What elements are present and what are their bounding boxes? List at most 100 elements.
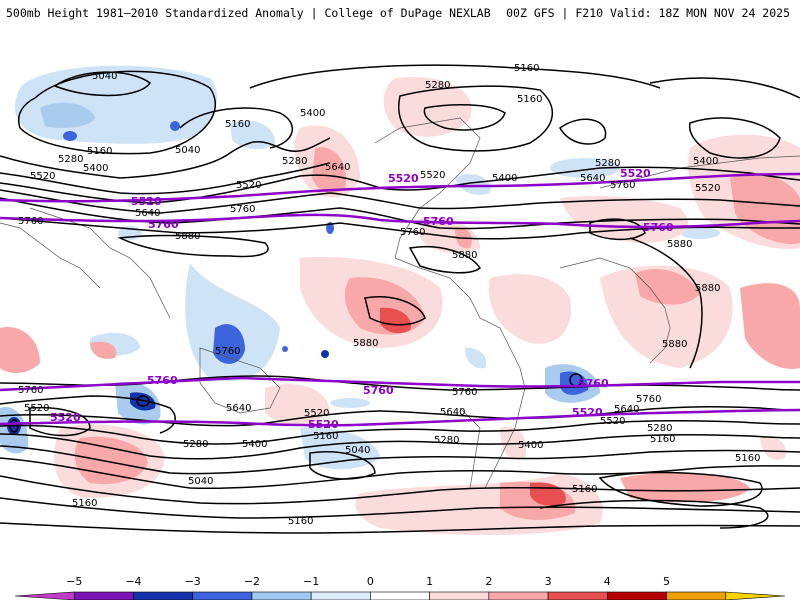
climatology-label: 5760 xyxy=(423,215,454,228)
colorbar-tick-label: 2 xyxy=(485,575,492,588)
contour-label: 5280 xyxy=(434,435,459,446)
colorbar-tick-label: 0 xyxy=(367,575,374,588)
contour-label: 5520 xyxy=(236,180,261,191)
contour-label: 5640 xyxy=(135,208,160,219)
colorbar-tick-labels: −5 −4 −3 −2 −1 0 1 2 3 4 5 xyxy=(66,575,670,588)
contour-label: 5520 xyxy=(304,408,329,419)
colorbar-segment xyxy=(488,591,549,600)
colorbar-tick-label: −2 xyxy=(244,575,260,588)
contour-label: 5400 xyxy=(492,173,517,184)
contour-label: 5760 xyxy=(452,387,477,398)
contour-label: 5520 xyxy=(420,170,445,181)
colorbar-tick-label: 5 xyxy=(663,575,670,588)
header: 500mb Height 1981–2010 Standardized Anom… xyxy=(0,0,800,28)
contour-label: 5760 xyxy=(610,180,635,191)
contour-label: 5280 xyxy=(183,439,208,450)
climatology-label: 5760 xyxy=(578,377,609,390)
height-contours xyxy=(0,64,800,534)
contour-label: 5400 xyxy=(518,440,543,451)
contour-label: 5760 xyxy=(636,394,661,405)
climatology-label: 5760 xyxy=(147,374,178,387)
contour-label: 5400 xyxy=(242,439,267,450)
contour-label: 5160 xyxy=(72,498,97,509)
map-title: 500mb Height 1981–2010 Standardized Anom… xyxy=(6,6,491,20)
contour-label: 5160 xyxy=(650,434,675,445)
contour-label: 5640 xyxy=(440,407,465,418)
contour-label: 5880 xyxy=(695,283,720,294)
contour-label: 5280 xyxy=(58,154,83,165)
colorbar-segment xyxy=(429,591,490,600)
contour-label: 5640 xyxy=(325,162,350,173)
map-panel: 5040 5040 5160 5160 5160 5160 5280 5280 … xyxy=(0,28,800,558)
contour-label: 5640 xyxy=(226,403,251,414)
contour-label: 5520 xyxy=(695,183,720,194)
colorbar-legend: −5 −4 −3 −2 −1 0 1 2 3 4 5 xyxy=(0,570,800,600)
contour-label: 5160 xyxy=(87,146,112,157)
contour-label: 5760 xyxy=(18,385,43,396)
contour-label: 5160 xyxy=(517,94,542,105)
contour-label: 5880 xyxy=(667,239,692,250)
contour-label: 5880 xyxy=(662,339,687,350)
contour-labels: 5040 5040 5160 5160 5160 5160 5280 5280 … xyxy=(18,63,760,527)
contour-label: 5880 xyxy=(353,338,378,349)
climatology-label: 5520 xyxy=(131,195,162,208)
contour-label: 5760 xyxy=(215,346,240,357)
anomaly-map: 5040 5040 5160 5160 5160 5160 5280 5280 … xyxy=(0,28,800,558)
climatology-labels: 5520 5520 5520 5760 5760 5760 5760 5760 … xyxy=(50,167,674,431)
climatology-label: 5520 xyxy=(572,406,603,419)
colorbar-tick-label: 3 xyxy=(545,575,552,588)
colorbar-tick-label: 4 xyxy=(604,575,611,588)
colorbar-tick-label: −4 xyxy=(125,575,141,588)
contour-label: 5280 xyxy=(595,158,620,169)
climatology-label: 5520 xyxy=(388,172,419,185)
contour-label: 5880 xyxy=(175,231,200,242)
contour-label: 5040 xyxy=(188,476,213,487)
colorbar-segment xyxy=(73,591,134,600)
climatology-label: 5520 xyxy=(50,411,81,424)
model-run-info: 00Z GFS | F210 Valid: 18Z MON NOV 24 202… xyxy=(506,6,790,20)
climatology-label: 5520 xyxy=(308,418,339,431)
contour-label: 5280 xyxy=(425,80,450,91)
climatology-label: 5760 xyxy=(148,218,179,231)
climatology-label: 5520 xyxy=(620,167,651,180)
contour-label: 5040 xyxy=(175,145,200,156)
climatology-contours xyxy=(0,172,800,427)
contour-label: 5160 xyxy=(313,431,338,442)
colorbar-tick-label: −3 xyxy=(185,575,201,588)
contour-label: 5280 xyxy=(647,423,672,434)
contour-label: 5160 xyxy=(288,516,313,527)
colorbar-segment xyxy=(370,591,430,600)
colorbar-segment xyxy=(547,591,608,600)
climatology-label: 5760 xyxy=(363,384,394,397)
colorbar-tick-label: 1 xyxy=(426,575,433,588)
contour-label: 5520 xyxy=(30,171,55,182)
colorbar-segments xyxy=(14,591,786,600)
colorbar-segment xyxy=(310,591,371,600)
contour-label: 5160 xyxy=(225,119,250,130)
contour-label: 5040 xyxy=(92,71,117,82)
colorbar-segment xyxy=(14,591,75,600)
contour-label: 5640 xyxy=(614,404,639,415)
climatology-label: 5760 xyxy=(643,221,674,234)
contour-label: 5520 xyxy=(600,416,625,427)
colorbar-segment xyxy=(192,591,253,600)
colorbar-tick-label: −5 xyxy=(66,575,82,588)
contour-label: 5280 xyxy=(282,156,307,167)
colorbar-segment xyxy=(607,591,667,600)
contour-label: 5400 xyxy=(83,163,108,174)
contour-label: 5160 xyxy=(514,63,539,74)
colorbar-segment xyxy=(666,591,727,600)
colorbar-segment xyxy=(133,591,193,600)
contour-label: 5760 xyxy=(400,227,425,238)
contour-label: 5400 xyxy=(300,108,325,119)
contour-label: 5400 xyxy=(693,156,718,167)
contour-label: 5640 xyxy=(580,173,605,184)
contour-label: 5760 xyxy=(230,204,255,215)
contour-label: 5160 xyxy=(572,484,597,495)
colorbar-tick-label: −1 xyxy=(303,575,319,588)
contour-label: 5040 xyxy=(345,445,370,456)
colorbar-segment xyxy=(725,591,786,600)
contour-label: 5160 xyxy=(735,453,760,464)
colorbar-svg: −5 −4 −3 −2 −1 0 1 2 3 4 5 xyxy=(14,575,786,600)
contour-label: 5880 xyxy=(452,250,477,261)
